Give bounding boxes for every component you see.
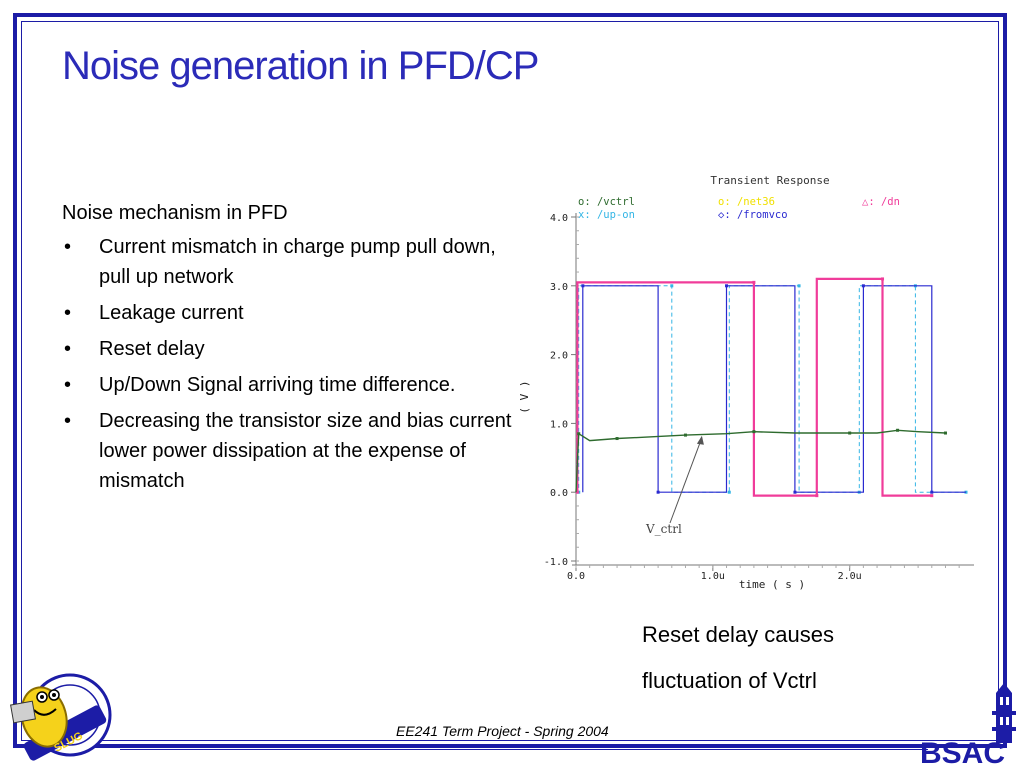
y-tick-label: 1.0 — [550, 419, 568, 430]
legend-entry: o: /net36 — [718, 196, 775, 208]
chart-caption: Reset delay causes fluctuation of Vctrl — [642, 612, 834, 704]
data-point — [581, 284, 585, 288]
bullet-list: • Current mismatch in charge pump pull do… — [62, 232, 532, 496]
data-point — [752, 280, 756, 284]
bullet-marker: • — [64, 374, 72, 396]
legend-entry: ◇: /fromvco — [718, 209, 788, 221]
data-point — [943, 431, 947, 435]
data-point — [793, 490, 797, 494]
data-point — [930, 490, 934, 494]
annotation-label: V_ctrl — [645, 522, 682, 536]
data-point — [752, 430, 756, 434]
legend-entry: o: /vctrl — [578, 196, 635, 208]
bullet-marker: • — [64, 338, 72, 360]
ucsc-slug-logo-icon: SLUG — [10, 673, 112, 761]
data-point — [797, 284, 801, 288]
data-point — [815, 494, 819, 498]
bullet-item: • Current mismatch in charge pump pull do… — [62, 232, 532, 292]
caption-line-2: fluctuation of Vctrl — [642, 668, 817, 693]
annotation-arrow — [669, 437, 703, 524]
annotation-arrowhead — [696, 435, 704, 445]
x-axis-label: time ( s ) — [739, 578, 805, 591]
legend-entry: x: /up-on — [578, 209, 635, 221]
series-line-up-on — [576, 285, 966, 493]
bullet-text: Current mismatch in charge pump pull dow… — [99, 236, 496, 288]
y-tick-label: 0.0 — [550, 488, 568, 499]
bullet-text: Reset delay — [99, 338, 205, 360]
bullet-marker: • — [64, 410, 72, 432]
data-point — [670, 284, 674, 288]
bullet-item: • Up/Down Signal arriving time difference… — [62, 370, 532, 400]
slide-body: Noise mechanism in PFD • Current mismatch… — [62, 198, 532, 502]
data-point — [577, 432, 581, 436]
section-heading: Noise mechanism in PFD — [62, 202, 288, 224]
y-tick-label: 3.0 — [550, 282, 568, 293]
slide-title: Noise generation in PFD/CP — [62, 44, 539, 88]
series-line-fromvco — [582, 285, 966, 493]
y-tick-label: 4.0 — [550, 213, 568, 224]
data-point — [575, 490, 579, 494]
data-point — [725, 284, 729, 288]
chart-title: Transient Response — [710, 174, 829, 187]
caption-line-1: Reset delay causes — [642, 622, 834, 647]
transient-response-chart: Transient Response o: /vctrl o: /net36 △: /… — [520, 174, 974, 591]
series-line-vctrl — [575, 429, 946, 493]
data-point — [683, 433, 687, 437]
bullet-marker: • — [64, 302, 72, 324]
footer-rule — [120, 744, 928, 747]
x-tick-label: 2.0u — [838, 571, 862, 582]
bsac-logo-text: BSAC — [920, 737, 1005, 768]
x-tick-label: 1.0u — [701, 571, 725, 582]
data-point — [656, 490, 660, 494]
footer-text: EE241 Term Project - Spring 2004 — [396, 723, 609, 739]
bullet-item: • Reset delay — [62, 334, 532, 364]
bullet-text: Up/Down Signal arriving time difference. — [99, 374, 456, 396]
bullet-item: • Decreasing the transistor size and bias… — [62, 406, 532, 496]
data-point — [881, 277, 885, 281]
slide-frame-inner — [21, 21, 999, 741]
bullet-text: Leakage current — [99, 302, 244, 324]
bullet-item: • Leakage current — [62, 298, 532, 328]
data-point — [615, 437, 619, 441]
bsac-logo-icon: BSAC — [920, 683, 1016, 768]
data-point — [848, 431, 852, 435]
x-tick-label: 0.0 — [567, 571, 585, 582]
y-tick-label: 2.0 — [550, 351, 568, 362]
data-point — [727, 490, 731, 494]
y-tick-label: -1.0 — [544, 557, 568, 568]
legend-entry: △: /dn — [862, 196, 900, 208]
data-point — [861, 284, 865, 288]
data-point — [930, 494, 934, 498]
data-point — [896, 428, 900, 432]
bullet-text: Decreasing the transistor size and bias … — [99, 410, 512, 492]
bullet-marker: • — [64, 236, 72, 258]
series-line-dn — [576, 277, 932, 497]
footer-rule-thin — [120, 749, 928, 750]
y-axis-label: ( V ) — [520, 380, 531, 413]
